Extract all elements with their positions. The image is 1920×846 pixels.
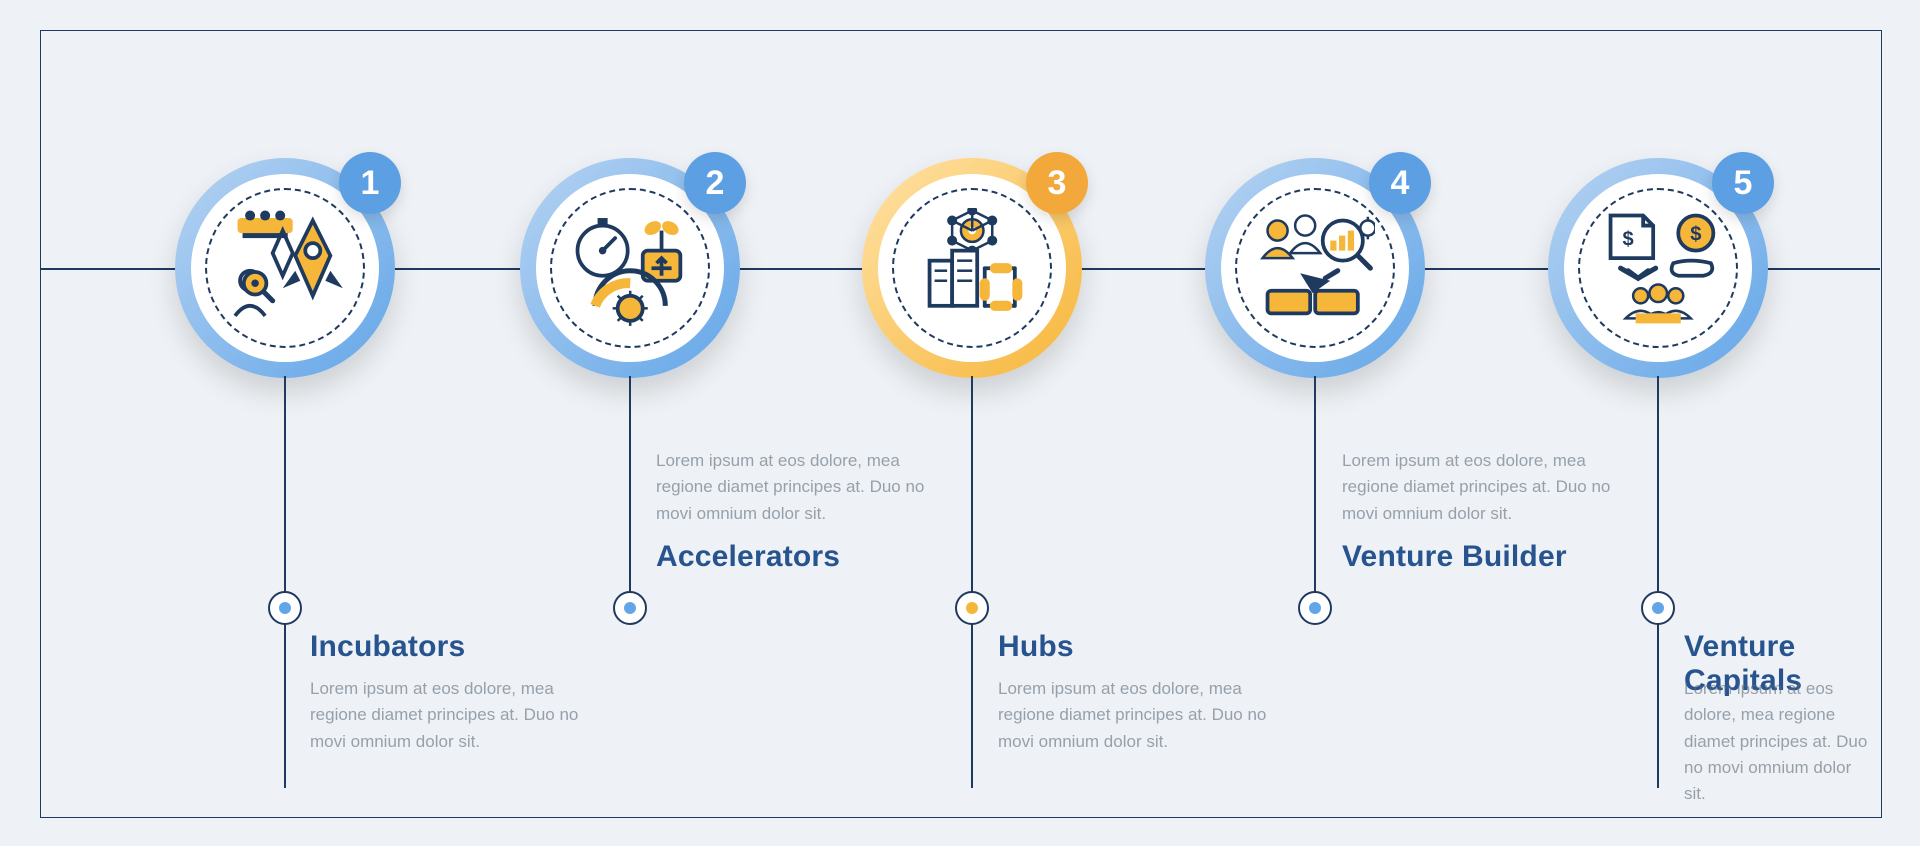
connector-node-dot — [1652, 602, 1664, 614]
connector-node-dot — [624, 602, 636, 614]
step-2: 2 — [520, 158, 740, 378]
step-number-badge: 3 — [1026, 152, 1088, 214]
connector-stem — [629, 376, 631, 618]
connector-node — [1641, 591, 1675, 625]
step-number-badge: 4 — [1369, 152, 1431, 214]
hubs-icon — [902, 198, 1042, 338]
connector-stem — [1657, 376, 1659, 788]
accelerator-icon — [560, 198, 700, 338]
step-circle: 4 — [1205, 158, 1425, 378]
capitals-icon — [1588, 198, 1728, 338]
step-number-badge: 2 — [684, 152, 746, 214]
connector-node-dot — [966, 602, 978, 614]
step-4: 4 — [1205, 158, 1425, 378]
connector-node-dot — [279, 602, 291, 614]
step-circle: 1 — [175, 158, 395, 378]
incubator-icon — [215, 198, 355, 338]
connector-node — [955, 591, 989, 625]
step-number-badge: 5 — [1712, 152, 1774, 214]
outer-frame — [40, 30, 1882, 818]
step-1: 1 — [175, 158, 395, 378]
step-3: 3 — [862, 158, 1082, 378]
connector-node — [613, 591, 647, 625]
connector-node — [268, 591, 302, 625]
connector-node — [1298, 591, 1332, 625]
builder-icon — [1245, 198, 1385, 338]
connector-stem — [971, 376, 973, 788]
step-5: 5 — [1548, 158, 1768, 378]
connector-node-dot — [1309, 602, 1321, 614]
step-circle: 5 — [1548, 158, 1768, 378]
step-circle: 3 — [862, 158, 1082, 378]
connector-stem — [1314, 376, 1316, 618]
connector-stem — [284, 376, 286, 788]
step-number-badge: 1 — [339, 152, 401, 214]
step-circle: 2 — [520, 158, 740, 378]
